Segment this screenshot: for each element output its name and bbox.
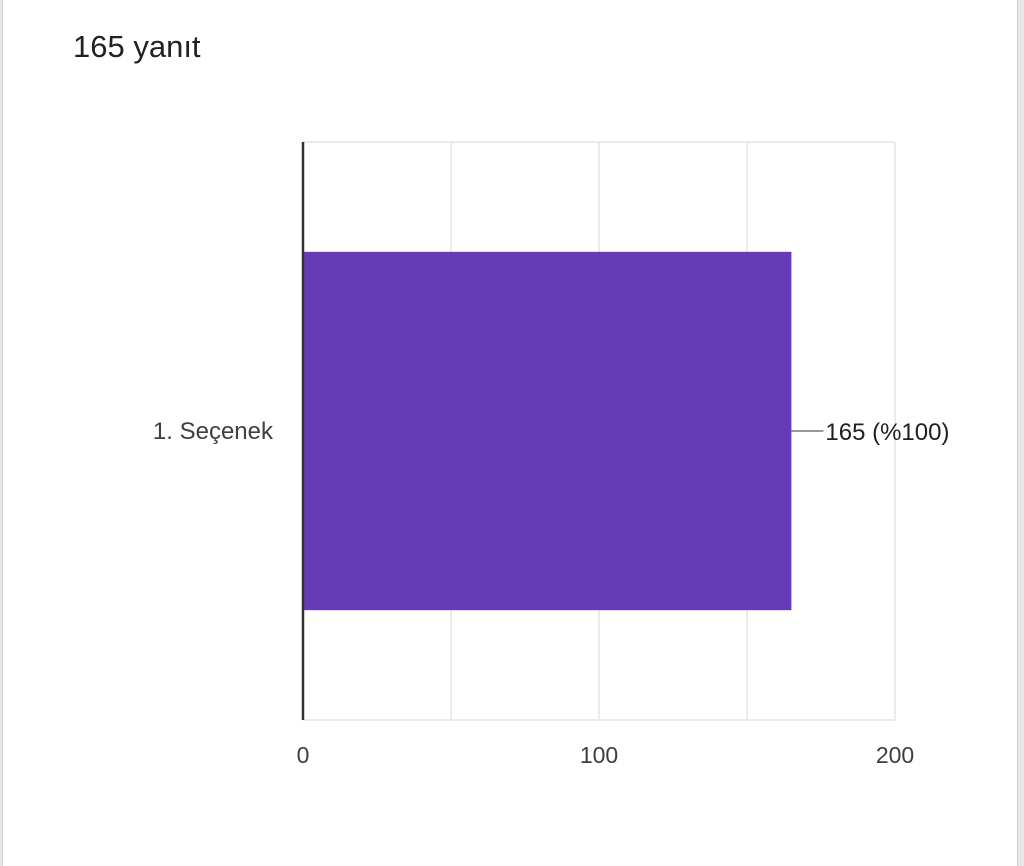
x-tick-label: 0	[297, 742, 310, 768]
category-label: 1. Seçenek	[153, 418, 274, 445]
bar	[303, 251, 792, 611]
response-count: 165 yanıt	[73, 29, 201, 64]
data-label: 165 (%100)	[825, 419, 949, 446]
x-tick-label: 200	[876, 742, 914, 768]
x-tick-label: 100	[580, 742, 618, 768]
